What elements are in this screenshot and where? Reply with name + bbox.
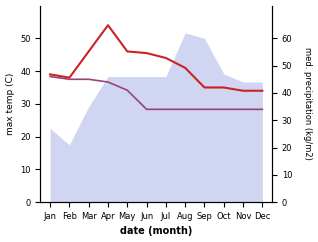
- Y-axis label: max temp (C): max temp (C): [5, 73, 15, 135]
- X-axis label: date (month): date (month): [120, 227, 192, 236]
- Y-axis label: med. precipitation (kg/m2): med. precipitation (kg/m2): [303, 47, 313, 160]
